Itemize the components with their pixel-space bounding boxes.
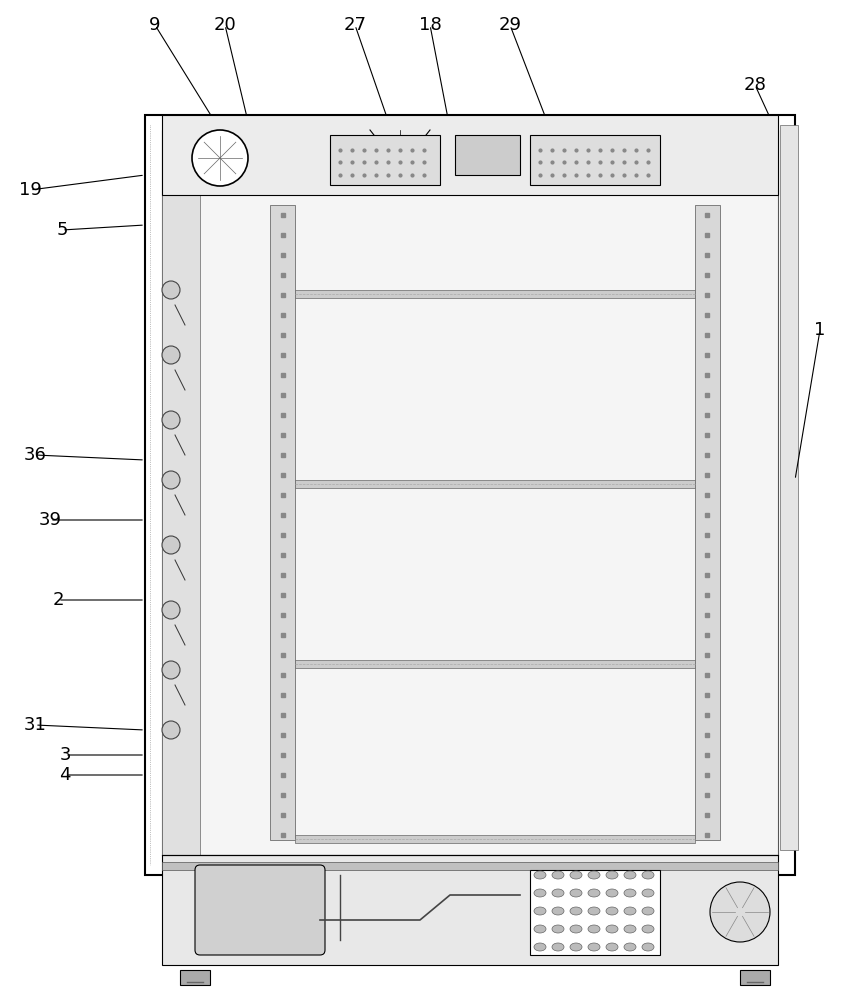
Text: 5: 5 (56, 221, 68, 239)
Bar (162, 862, 777, 870)
Ellipse shape (569, 925, 581, 933)
Ellipse shape (605, 943, 617, 951)
Ellipse shape (623, 943, 635, 951)
Ellipse shape (569, 943, 581, 951)
Text: 19: 19 (19, 181, 41, 199)
Circle shape (162, 411, 180, 429)
Ellipse shape (587, 889, 599, 897)
Ellipse shape (533, 943, 545, 951)
Circle shape (162, 536, 180, 554)
Text: 18: 18 (418, 16, 441, 34)
Text: 9: 9 (149, 16, 160, 34)
Ellipse shape (533, 925, 545, 933)
Bar (694, 205, 719, 840)
Bar (530, 870, 660, 955)
Ellipse shape (641, 907, 653, 915)
Bar (162, 130, 200, 855)
Bar (739, 970, 769, 985)
Bar (294, 480, 694, 488)
Ellipse shape (623, 889, 635, 897)
Circle shape (162, 721, 180, 739)
Bar (779, 125, 797, 850)
Ellipse shape (551, 907, 563, 915)
Ellipse shape (551, 925, 563, 933)
Text: 36: 36 (23, 446, 46, 464)
Ellipse shape (587, 871, 599, 879)
FancyBboxPatch shape (195, 865, 325, 955)
Circle shape (192, 130, 248, 186)
Ellipse shape (533, 889, 545, 897)
Text: 3: 3 (59, 746, 71, 764)
Ellipse shape (569, 889, 581, 897)
Circle shape (162, 601, 180, 619)
Circle shape (162, 281, 180, 299)
Bar (455, 135, 519, 175)
Text: 29: 29 (498, 16, 521, 34)
Bar (294, 290, 694, 298)
Bar (294, 835, 694, 843)
Ellipse shape (587, 943, 599, 951)
Ellipse shape (533, 871, 545, 879)
Text: 20: 20 (214, 16, 236, 34)
Bar (269, 205, 294, 840)
Text: 31: 31 (23, 716, 46, 734)
Ellipse shape (569, 907, 581, 915)
Ellipse shape (641, 871, 653, 879)
Ellipse shape (623, 925, 635, 933)
Ellipse shape (551, 889, 563, 897)
Ellipse shape (551, 871, 563, 879)
Ellipse shape (641, 925, 653, 933)
Ellipse shape (587, 925, 599, 933)
Circle shape (709, 882, 769, 942)
Bar (145, 115, 794, 875)
Text: 39: 39 (39, 511, 61, 529)
Ellipse shape (623, 907, 635, 915)
Ellipse shape (605, 907, 617, 915)
Ellipse shape (533, 907, 545, 915)
Bar (530, 135, 660, 185)
Text: 4: 4 (59, 766, 71, 784)
Ellipse shape (569, 871, 581, 879)
Ellipse shape (641, 889, 653, 897)
Ellipse shape (587, 907, 599, 915)
Bar (180, 970, 210, 985)
Text: 1: 1 (814, 321, 825, 339)
Ellipse shape (605, 925, 617, 933)
Ellipse shape (605, 871, 617, 879)
Ellipse shape (605, 889, 617, 897)
Ellipse shape (551, 943, 563, 951)
Ellipse shape (641, 943, 653, 951)
Text: 2: 2 (53, 591, 64, 609)
Text: 28: 28 (743, 76, 765, 94)
Text: 27: 27 (343, 16, 366, 34)
Bar (294, 660, 694, 668)
Circle shape (162, 346, 180, 364)
Bar (330, 135, 439, 185)
Bar (162, 130, 777, 855)
Circle shape (162, 661, 180, 679)
Circle shape (162, 471, 180, 489)
Bar (162, 855, 777, 965)
Bar (162, 115, 777, 195)
Ellipse shape (623, 871, 635, 879)
